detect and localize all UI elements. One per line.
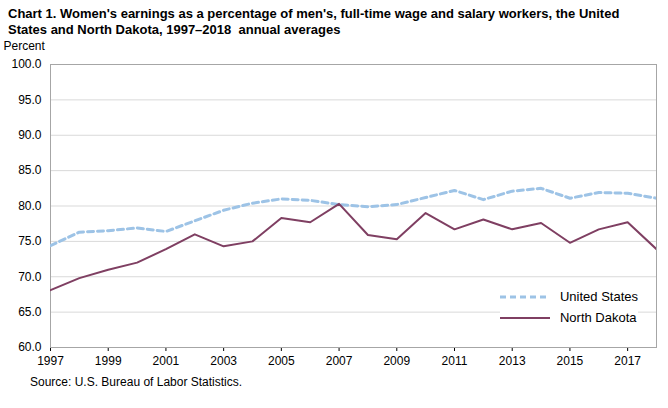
svg-text:Percent: Percent <box>4 39 46 53</box>
svg-text:2007: 2007 <box>326 354 353 368</box>
html-text:Source: U.S. Bureau of Labor S: Source: U.S. Bureau of Labor Statistics. <box>30 375 243 389</box>
html-text:Chart 1. Women's earnings as a: Chart 1. Women's earnings as a percentag… <box>8 6 623 37</box>
html-text:United States: United States <box>560 289 638 304</box>
svg-text:85.0: 85.0 <box>18 163 42 177</box>
svg-text:2015: 2015 <box>557 354 584 368</box>
svg-text:1999: 1999 <box>95 354 122 368</box>
svg-text:75.0: 75.0 <box>18 234 42 248</box>
svg-text:100.0: 100.0 <box>11 57 41 71</box>
svg-text:2003: 2003 <box>210 354 237 368</box>
svg-text:1997: 1997 <box>37 354 64 368</box>
svg-text:80.0: 80.0 <box>18 199 42 213</box>
svg-text:90.0: 90.0 <box>18 128 42 142</box>
svg-text:95.0: 95.0 <box>18 93 42 107</box>
svg-text:65.0: 65.0 <box>18 305 42 319</box>
svg-text:70.0: 70.0 <box>18 270 42 284</box>
svg-text:2011: 2011 <box>442 354 468 368</box>
svg-text:2013: 2013 <box>499 354 526 368</box>
html-text:North Dakota: North Dakota <box>560 310 637 325</box>
svg-text:2009: 2009 <box>383 354 410 368</box>
svg-text:2001: 2001 <box>153 354 180 368</box>
svg-text:2017: 2017 <box>614 354 641 368</box>
svg-text:60.0: 60.0 <box>18 340 42 354</box>
svg-text:2005: 2005 <box>268 354 295 368</box>
